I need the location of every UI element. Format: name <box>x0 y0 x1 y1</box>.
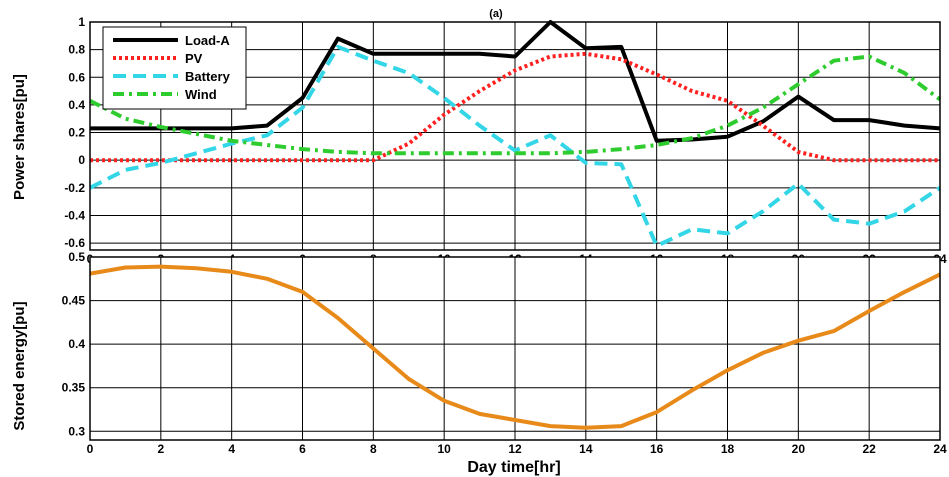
y-tick-label: 0.4 <box>68 98 85 112</box>
y-tick-label: -0.2 <box>64 181 85 195</box>
legend-label: PV <box>185 51 203 66</box>
y-tick-label: 0.3 <box>68 424 85 438</box>
legend-label: Load-A <box>185 33 230 48</box>
x-tick-label: 10 <box>437 442 451 456</box>
x-tick-label: 16 <box>650 442 664 456</box>
x-axis-label: Day time[hr] <box>467 459 560 476</box>
x-tick-label: 14 <box>579 442 593 456</box>
y-tick-label: 1 <box>78 15 85 29</box>
y-tick-label: -0.4 <box>64 208 85 222</box>
y-tick-label: -0.6 <box>64 236 85 250</box>
series-lines-b <box>89 264 941 430</box>
stored-energy-chart: 0 2 4 6 8 10 12 14 16 18 20 22 24 0.30.350.40.450.5 … <box>11 250 947 476</box>
x-tick-label: 24 <box>933 442 947 456</box>
plot-frame-b <box>89 256 941 441</box>
x-tick-label: 12 <box>508 442 522 456</box>
y-tick-labels-b: 0.3 0.35 0.4 0.45 0.5 <box>62 250 86 438</box>
x-tick-label: 2 <box>157 442 164 456</box>
chart-title-a: (a) <box>489 8 503 20</box>
series-lines-a <box>89 20 942 248</box>
plot-frame-a <box>89 21 941 251</box>
x-tick-label: 4 <box>228 442 235 456</box>
y-tick-label: 0 <box>78 153 85 167</box>
y-tick-label: 0.45 <box>62 294 86 308</box>
y-tick-label: 0.4 <box>68 337 85 351</box>
x-tick-label: 22 <box>862 442 876 456</box>
battery-line <box>89 44 942 248</box>
x-tick-label: 0 <box>87 442 94 456</box>
legend-label: Wind <box>185 87 217 102</box>
x-tick-label: 8 <box>370 442 377 456</box>
stored-energy-line <box>89 264 941 430</box>
pv-line <box>90 51 940 163</box>
x-tick-label: 20 <box>792 442 806 456</box>
y-tick-label: 0.2 <box>68 126 85 140</box>
y-tick-label: 0.5 <box>68 250 85 264</box>
load-a-line <box>90 20 941 143</box>
x-tick-label: 6 <box>299 442 306 456</box>
y-axis-label-a: Power shares[pu] <box>11 74 28 200</box>
y-axis-label-b: Stored energy[pu] <box>11 301 28 430</box>
x-tick-label: 18 <box>721 442 735 456</box>
y-tick-label: 0.8 <box>68 43 85 57</box>
wind-line <box>89 54 942 156</box>
y-tick-label: 0.6 <box>68 70 85 84</box>
legend-label: Battery <box>185 69 231 84</box>
legend: Load-A PV Battery Wind <box>102 26 247 110</box>
y-tick-label: 0.35 <box>62 381 86 395</box>
y-tick-labels-a: -0.6 -0.4 -0.2 0 0.2 0.4 0.6 0.8 1 <box>64 15 85 250</box>
x-tick-labels-b: 0 2 4 6 8 10 12 14 16 18 20 22 24 <box>87 442 947 456</box>
